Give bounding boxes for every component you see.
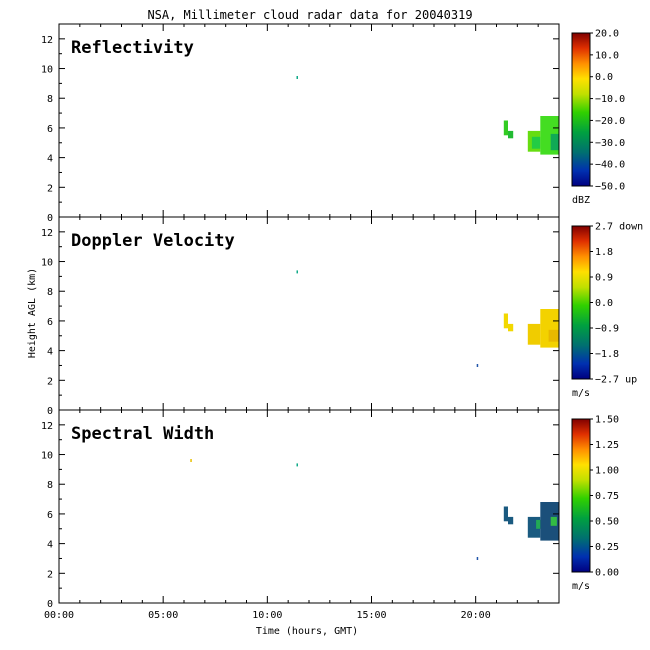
panel-2-colorbar-tick-label-5: −1.8 xyxy=(595,349,619,360)
panel-1-colorbar-tick-label-5: −30.0 xyxy=(595,138,625,149)
panel-2-colorbar-tick-label-3: 0.0 xyxy=(595,298,613,309)
panel-3-echo-1 xyxy=(503,506,508,522)
panel-3-ytick-label-0: 0 xyxy=(47,599,53,610)
panel-3-ytick-label-4: 8 xyxy=(47,480,53,491)
panel-2-colorbar xyxy=(571,225,591,380)
panel-2-colorbar-tick-label-4: −0.9 xyxy=(595,324,619,335)
panel-1-colorbar-tick-label-0: 20.0 xyxy=(595,29,619,40)
panel-3-echo-6 xyxy=(550,516,557,526)
panel-3-colorbar xyxy=(571,418,591,573)
panel-2-echo-3 xyxy=(527,323,541,345)
panel-3-colorbar-tick-label-4: 0.50 xyxy=(595,517,619,528)
y-axis-label: Height AGL (km) xyxy=(27,268,38,358)
x-axis-label: Time (hours, GMT) xyxy=(256,626,358,637)
panel-3-echo-9 xyxy=(190,459,192,462)
panel-2: 0 2 4 6 8 10 12 Doppler Velocity 2.7 down 1.8 0.9 0… xyxy=(41,216,643,417)
panel-2-echo-2 xyxy=(508,323,514,332)
panel-2-echo-1 xyxy=(503,313,508,329)
panel-3-colorbar-unit: m/s xyxy=(572,581,590,592)
panel-1-label: Reflectivity xyxy=(71,38,194,58)
panel-1-ytick-label-4: 8 xyxy=(47,94,53,105)
figure-title: NSA, Millimeter cloud radar data for 200… xyxy=(147,8,472,22)
panel-1-ytick-label-6: 12 xyxy=(41,35,53,46)
panel-3-colorbar-tick-label-1: 1.25 xyxy=(595,440,619,451)
panel-3-ytick-label-5: 10 xyxy=(41,451,53,462)
panel-1-colorbar xyxy=(571,32,591,187)
panel-2-colorbar-unit: m/s xyxy=(572,388,590,399)
panel-2-colorbar-tick-label-2: 0.9 xyxy=(595,273,613,284)
panel-2-colorbar-tick-label-1: 1.8 xyxy=(595,247,613,258)
panel-3: 0 2 4 6 8 10 12 00:00 05:00 10:00 15:00 20:00 Spectr… xyxy=(41,409,619,621)
panel-3-colorbar-tick-label-5: 0.25 xyxy=(595,542,619,553)
panel-2-echo-6 xyxy=(476,364,479,367)
panel-1-echo-4 xyxy=(531,136,541,149)
panel-3-echo-8 xyxy=(296,463,298,467)
panel-1-ytick-label-5: 10 xyxy=(41,65,53,76)
panel-3-colorbar-tick-label-3: 0.75 xyxy=(595,491,619,502)
panel-1-echo-7 xyxy=(296,76,298,79)
panel-2-echo-7 xyxy=(296,270,298,274)
panel-3-xtick-label-3: 15:00 xyxy=(356,610,386,621)
panel-1-colorbar-tick-label-3: −10.0 xyxy=(595,94,625,105)
panel-3-echo-4 xyxy=(536,519,545,529)
panel-1-colorbar-tick-label-7: −50.0 xyxy=(595,182,625,193)
panel-1-echo-2 xyxy=(508,130,514,139)
panel-2-colorbar-tick-label-6: −2.7 up xyxy=(595,375,637,386)
panel-1-ytick-label-2: 4 xyxy=(47,154,53,165)
panel-1-colorbar-tick-label-6: −40.0 xyxy=(595,160,625,171)
panel-3-ytick-label-6: 12 xyxy=(41,421,53,432)
panel-1-colorbar-tick-label-4: −20.0 xyxy=(595,116,625,127)
panel-3-xtick-label-1: 05:00 xyxy=(148,610,178,621)
panel-3-echo-7 xyxy=(476,557,479,560)
panel-1-echo-6 xyxy=(550,133,559,151)
panel-3-colorbar-tick-label-2: 1.00 xyxy=(595,466,619,477)
panel-2-ytick-label-6: 12 xyxy=(41,228,53,239)
panel-2-ytick-label-3: 6 xyxy=(47,317,53,328)
panel-1-colorbar-unit: dBZ xyxy=(572,195,590,206)
panel-3-ytick-label-1: 2 xyxy=(47,569,53,580)
panel-3-colorbar-tick-label-6: 0.00 xyxy=(595,568,619,579)
panel-1: 0 2 4 6 8 10 12 Reflectivity 20.0 10.0 0.0 −10.0 −20… xyxy=(41,23,625,224)
panel-2-ytick-label-0: 0 xyxy=(47,406,53,417)
panel-2-echo-4 xyxy=(540,309,560,348)
panel-3-xtick-label-0: 00:00 xyxy=(44,610,74,621)
panel-3-echo-2 xyxy=(508,516,514,525)
panel-1-ytick-label-1: 2 xyxy=(47,183,53,194)
panel-3-ytick-label-3: 6 xyxy=(47,510,53,521)
panel-3-echo-5 xyxy=(540,502,560,541)
panel-3-ytick-label-2: 4 xyxy=(47,540,53,551)
panel-2-ytick-label-4: 8 xyxy=(47,287,53,298)
panel-1-colorbar-tick-label-2: 0.0 xyxy=(595,72,613,83)
panel-1-ytick-label-0: 0 xyxy=(47,213,53,224)
panel-3-label: Spectral Width xyxy=(71,424,214,444)
panel-3-colorbar-tick-label-0: 1.50 xyxy=(595,415,619,426)
panel-2-echo-5 xyxy=(548,329,559,342)
panel-2-label: Doppler Velocity xyxy=(71,231,235,251)
panel-3-xtick-label-2: 10:00 xyxy=(252,610,282,621)
panel-1-echo-1 xyxy=(503,120,508,136)
panel-2-colorbar-tick-label-0: 2.7 down xyxy=(595,222,643,233)
panel-3-xtick-label-4: 20:00 xyxy=(461,610,491,621)
panel-2-ytick-label-1: 2 xyxy=(47,376,53,387)
panel-2-ytick-label-5: 10 xyxy=(41,258,53,269)
panel-1-ytick-label-3: 6 xyxy=(47,124,53,135)
panel-2-ytick-label-2: 4 xyxy=(47,347,53,358)
panel-1-colorbar-tick-label-1: 10.0 xyxy=(595,50,619,61)
